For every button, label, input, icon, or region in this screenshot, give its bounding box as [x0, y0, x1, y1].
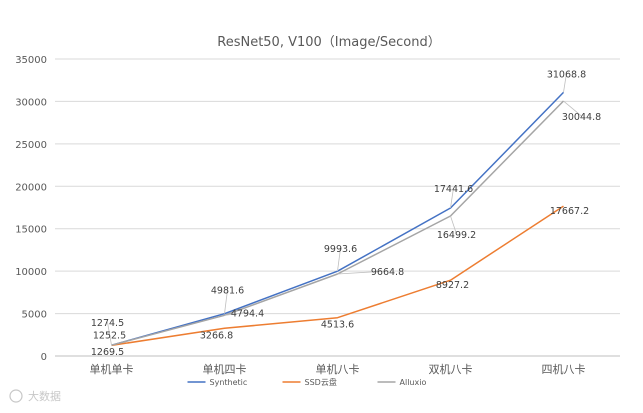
- data-label: 8927.2: [436, 280, 469, 291]
- data-label: 1274.5: [91, 318, 124, 329]
- y-tick-label: 25000: [15, 140, 47, 151]
- data-label: 1269.5: [91, 347, 124, 358]
- x-tick-label: 双机八卡: [429, 362, 473, 376]
- data-labels: 1274.5 4981.6 9993.6 17441.6 31068.8 1252.5 32…: [91, 69, 601, 358]
- data-label-leader-line: [563, 73, 567, 93]
- watermark-logo-icon: [9, 389, 23, 403]
- y-tick-label: 35000: [15, 55, 47, 66]
- axes: 0 5000 10000 15000 20000 25000 30000 35000 单机单卡 单…: [15, 55, 620, 376]
- x-tick-label: 单机八卡: [316, 362, 360, 376]
- y-tick-label: 30000: [15, 97, 47, 108]
- data-label: 9664.8: [371, 267, 404, 278]
- data-label: 3266.8: [200, 330, 233, 341]
- data-label-leader-line: [450, 215, 457, 235]
- y-tick-label: 15000: [15, 225, 47, 236]
- series-line: [111, 205, 564, 347]
- legend-label: Synthetic: [210, 378, 248, 387]
- y-tick-label: 5000: [22, 310, 47, 321]
- legend-label: SSD云盘: [305, 377, 337, 387]
- data-label-leader-line: [224, 289, 228, 314]
- watermark: 大数据: [9, 389, 61, 403]
- y-tick-label: 10000: [15, 267, 47, 278]
- series-line: [111, 100, 565, 346]
- data-label: 1252.5: [93, 330, 126, 341]
- data-label-leader-line: [563, 100, 582, 117]
- data-label-leader-line: [224, 311, 248, 316]
- data-label: 17667.2: [550, 206, 589, 217]
- y-tick-label: 0: [41, 352, 47, 363]
- x-tick-label: 单机四卡: [203, 362, 247, 376]
- data-label: 16499.2: [437, 230, 476, 241]
- series-lines: [111, 91, 565, 347]
- legend: Synthetic SSD云盘 Alluxio: [187, 377, 427, 387]
- x-tick-label: 单机单卡: [90, 362, 134, 376]
- legend-label: Alluxio: [400, 378, 427, 387]
- data-label-leader-line: [337, 248, 341, 272]
- data-label: 4794.4: [231, 308, 264, 319]
- data-label: 4513.6: [321, 320, 354, 331]
- data-label: 30044.8: [562, 112, 601, 123]
- data-label: 31068.8: [547, 69, 586, 80]
- data-label: 9993.6: [324, 244, 357, 255]
- data-label-leader-line: [337, 270, 388, 275]
- series-line: [111, 91, 565, 346]
- x-tick-label: 四机八卡: [542, 362, 586, 376]
- data-label: 4981.6: [211, 286, 244, 297]
- watermark-text: 大数据: [28, 389, 61, 403]
- data-label-leader-line: [107, 322, 112, 346]
- data-label: 17441.6: [434, 184, 473, 195]
- data-label-leader-line: [450, 187, 454, 209]
- y-tick-label: 20000: [15, 182, 47, 193]
- chart-title: ResNet50, V100（Image/Second）: [217, 35, 441, 50]
